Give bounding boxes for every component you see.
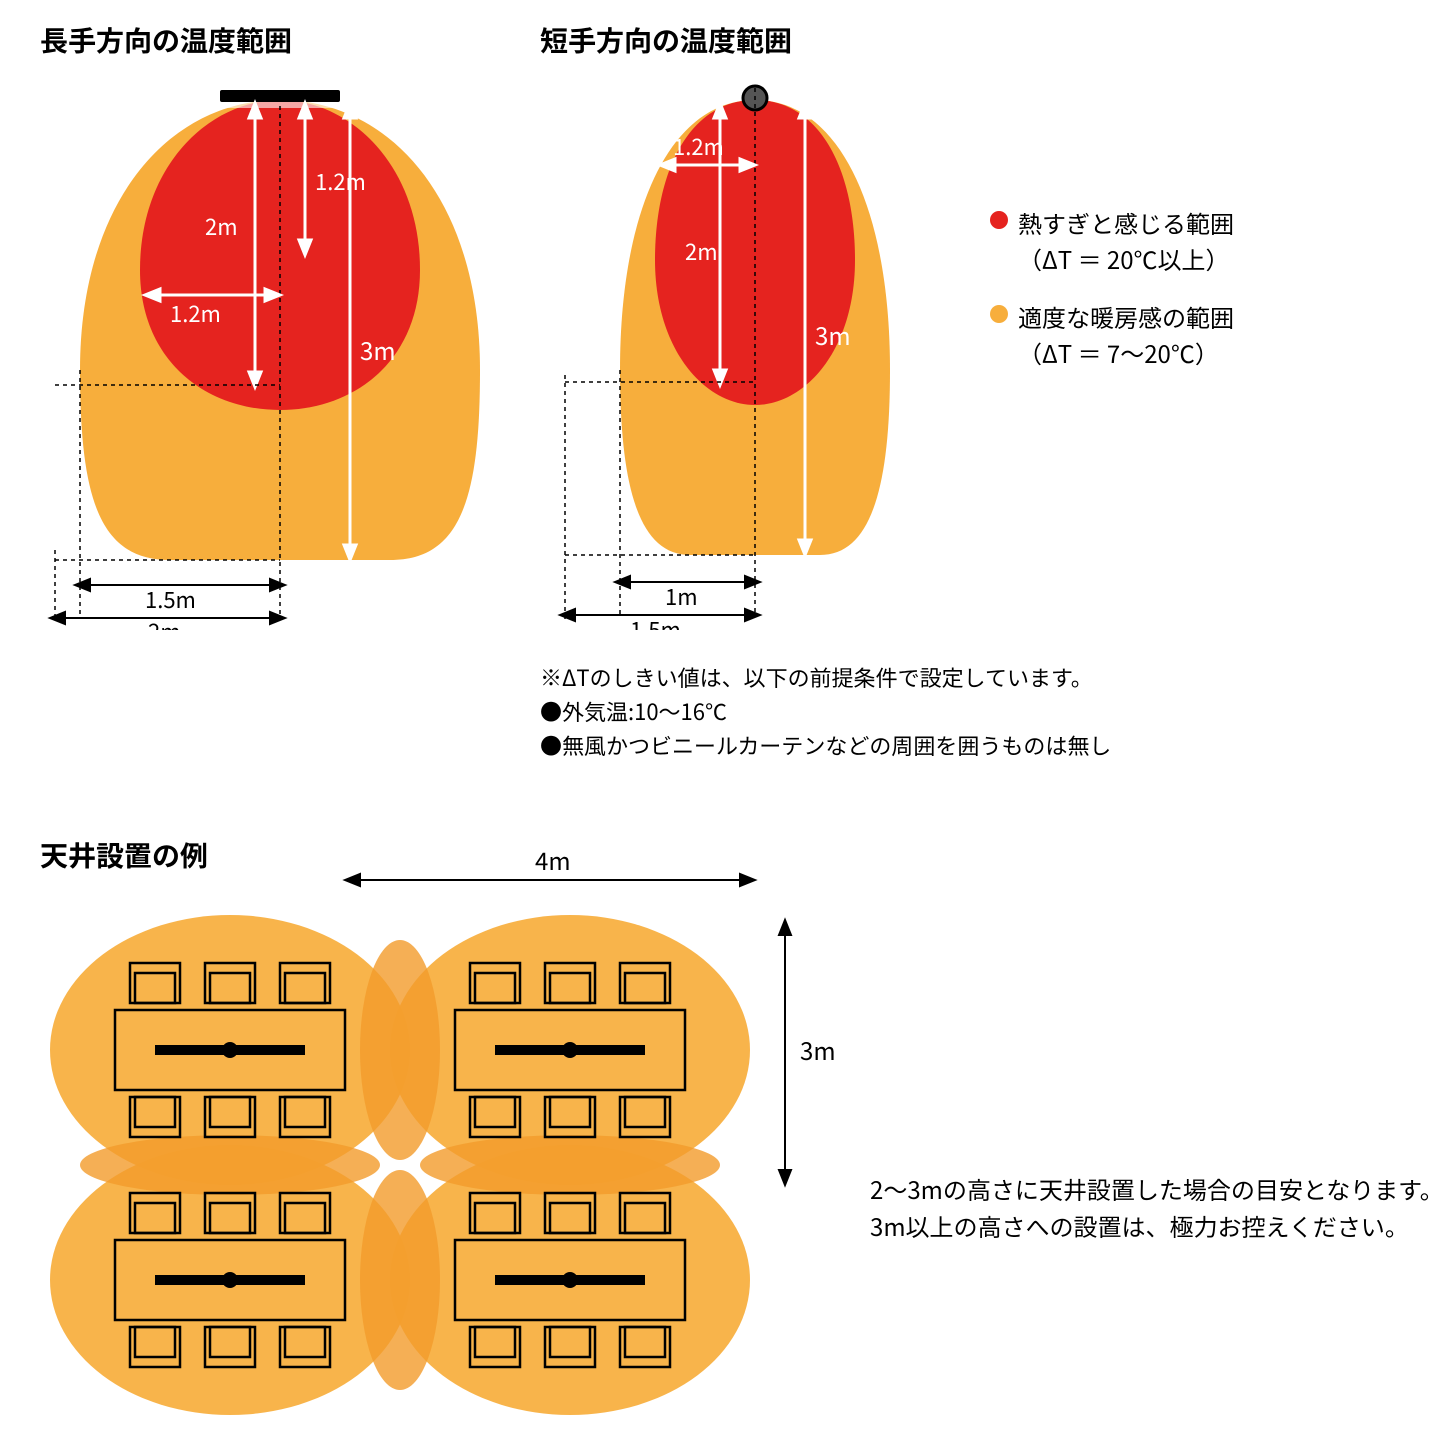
diagram-short-axis: 1.2m 2m 3m 1m 1.5m [520, 60, 940, 630]
dim-1m: 1m [665, 580, 698, 612]
title-long-axis: 長手方向の温度範囲 [40, 20, 292, 60]
legend-dot-hot [990, 211, 1008, 229]
legend-warm-sub: （ΔT ＝ 7～20℃） [1018, 335, 1234, 371]
dim-1-2m-h: 1.2m [170, 297, 221, 329]
dim-2m: 2m [685, 235, 718, 267]
dim-2m-b: 2m [148, 615, 181, 630]
cond-line2: ●外気温:10～16℃ [540, 694, 1111, 728]
dim-1-2m-v: 1.2m [315, 165, 366, 197]
dim-1-5m: 1.5m [145, 583, 196, 615]
ceiling-note-1: 2～3mの高さに天井設置した場合の目安となります。 [870, 1170, 1444, 1207]
diagram-long-axis: 1.2m 2m 1.2m 3m [20, 60, 520, 630]
dim-2m: 2m [205, 210, 238, 242]
legend-hot-sub: （ΔT ＝ 20℃以上） [1018, 241, 1234, 277]
legend-dot-warm [990, 305, 1008, 323]
ceiling-note: 2～3mの高さに天井設置した場合の目安となります。 3m以上の高さへの設置は、極… [870, 1170, 1444, 1244]
legend-warm-title: 適度な暖房感の範囲 [1018, 299, 1234, 335]
dim-4m: 4m [535, 842, 571, 877]
cond-line1: ※ΔTのしきい値は、以下の前提条件で設定しています。 [540, 660, 1111, 694]
cond-line3: ●無風かつビニールカーテンなどの周囲を囲うものは無し [540, 728, 1111, 762]
dim-3m-ceiling: 3m [800, 1032, 836, 1067]
diagram-ceiling: 4m 3m [30, 830, 860, 1430]
title-short-axis: 短手方向の温度範囲 [540, 20, 792, 60]
dim-1-2m: 1.2m [673, 130, 724, 162]
ceiling-note-2: 3m以上の高さへの設置は、極力お控えください。 [870, 1207, 1444, 1244]
condition-notes: ※ΔTのしきい値は、以下の前提条件で設定しています。 ●外気温:10～16℃ ●… [540, 660, 1111, 762]
dim-3m: 3m [815, 317, 851, 352]
dim-1-5m: 1.5m [630, 613, 681, 630]
legend-hot-title: 熱すぎと感じる範囲 [1018, 205, 1234, 241]
legend: 熱すぎと感じる範囲 （ΔT ＝ 20℃以上） 適度な暖房感の範囲 （ΔT ＝ 7… [990, 205, 1234, 393]
dim-3m: 3m [360, 332, 396, 367]
